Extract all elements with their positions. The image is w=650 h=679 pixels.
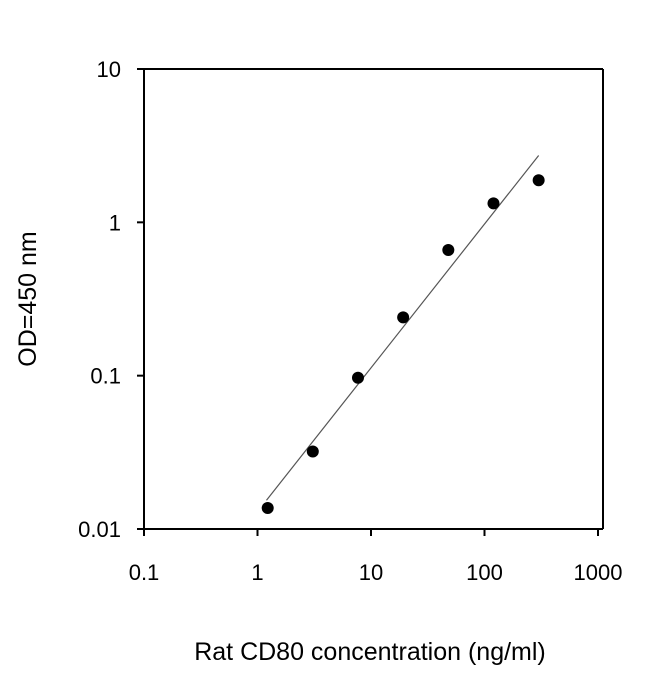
- y-tick-label: 1: [109, 210, 121, 235]
- marks: [261, 155, 545, 515]
- data-point: [261, 502, 274, 515]
- x-tick-label: 1000: [574, 560, 623, 585]
- y-axis-label: OD=450 nm: [14, 231, 42, 367]
- data-point: [532, 174, 545, 187]
- x-axis-label: Rat CD80 concentration (ng/ml): [194, 638, 546, 666]
- y-tick-label: 10: [97, 57, 121, 82]
- data-point: [351, 371, 364, 384]
- x-tick-label: 100: [466, 560, 503, 585]
- fit-line: [266, 155, 540, 501]
- y-tick-label: 0.1: [90, 364, 121, 389]
- x-tick-label: 0.1: [129, 560, 160, 585]
- data-point: [442, 244, 455, 257]
- y-tick-label: 0.01: [78, 517, 121, 542]
- plot-frame: [143, 68, 604, 530]
- data-point: [487, 197, 500, 210]
- x-tick-label: 1: [251, 560, 263, 585]
- x-tick-label: 10: [359, 560, 383, 585]
- data-point: [306, 445, 319, 458]
- ticks: 0.1 1 10 100 1000 0.01 0.1 1 10: [78, 57, 622, 585]
- data-point: [397, 311, 410, 324]
